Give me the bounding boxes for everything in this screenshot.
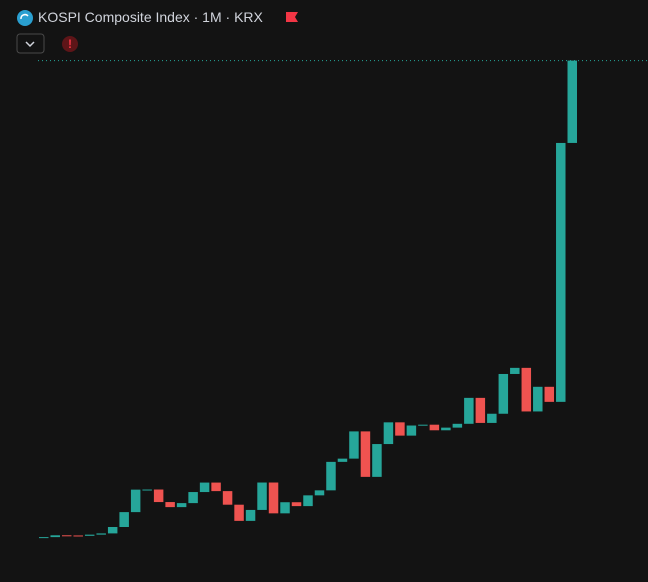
- candle: [96, 533, 106, 535]
- candle: [475, 397, 486, 423]
- candle: [349, 431, 359, 459]
- candle: [452, 423, 463, 428]
- candle: [521, 367, 532, 412]
- candle: [142, 489, 152, 491]
- candle: [556, 142, 566, 402]
- candle: [73, 535, 83, 537]
- candle: [268, 482, 279, 514]
- candle: [153, 489, 164, 503]
- warning-icon[interactable]: [62, 36, 78, 52]
- candle: [567, 60, 577, 143]
- chevron-icon: [25, 41, 35, 48]
- candle: [39, 537, 49, 539]
- candle: [441, 427, 451, 431]
- warning-glyph: !: [68, 37, 72, 51]
- candle: [222, 491, 233, 505]
- symbol-logo: [17, 10, 33, 26]
- candle: [326, 461, 336, 491]
- candle: [533, 386, 543, 412]
- candle: [303, 495, 313, 507]
- collapse-button[interactable]: [16, 33, 45, 54]
- candle: [61, 535, 72, 537]
- flag-icon[interactable]: [286, 12, 298, 22]
- logo-glyph: [20, 13, 29, 20]
- candle: [280, 502, 290, 514]
- candle: [234, 504, 244, 521]
- candle: [314, 490, 325, 496]
- candle: [544, 386, 555, 402]
- candle: [291, 502, 302, 507]
- candle: [188, 492, 198, 504]
- candle: [176, 503, 187, 508]
- candle: [383, 422, 394, 445]
- candle: [337, 458, 348, 462]
- candle: [165, 502, 175, 508]
- candle: [498, 373, 509, 414]
- candle: [130, 489, 141, 513]
- candle: [418, 424, 428, 426]
- chart-title: KOSPI Composite Index · 1M · KRX: [38, 9, 263, 25]
- candle: [395, 422, 405, 436]
- candle: [406, 425, 417, 436]
- candle: [119, 512, 129, 527]
- candle: [360, 431, 371, 477]
- candle: [372, 444, 382, 477]
- candle: [257, 482, 267, 510]
- candle: [487, 413, 497, 423]
- candle: [84, 534, 95, 536]
- candle: [245, 509, 256, 521]
- candle: [199, 482, 210, 493]
- candle: [464, 397, 474, 424]
- candle: [107, 526, 118, 534]
- candle: [510, 367, 520, 374]
- candle: [50, 535, 60, 538]
- candle: [211, 482, 221, 492]
- candle: [429, 424, 440, 431]
